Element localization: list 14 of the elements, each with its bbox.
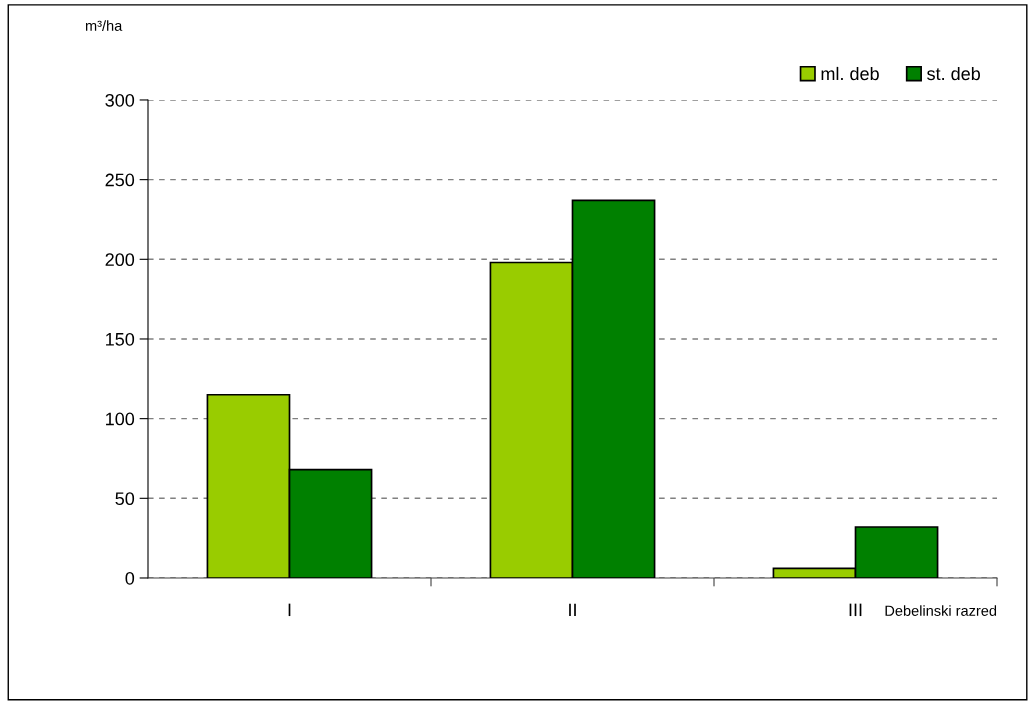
y-tick-label: 150 — [106, 332, 135, 346]
y-tick-label: 250 — [105, 173, 135, 187]
y-tick-label: 50 — [115, 492, 135, 506]
y-tick-label: 100 — [106, 412, 135, 426]
x-tick-label: I — [288, 603, 291, 617]
legend-label: st. deb — [927, 66, 980, 81]
legend-label: ml. deb — [821, 66, 879, 81]
y-tick-label: 200 — [105, 253, 135, 267]
x-tick-label: III — [849, 603, 862, 617]
x-axis-title: Debelinski razred — [885, 605, 997, 616]
x-tick-label: II — [569, 603, 576, 617]
y-axis-title: m³/ha — [85, 20, 123, 31]
y-tick-label: 0 — [125, 571, 135, 585]
y-tick-label: 300 — [105, 93, 135, 107]
